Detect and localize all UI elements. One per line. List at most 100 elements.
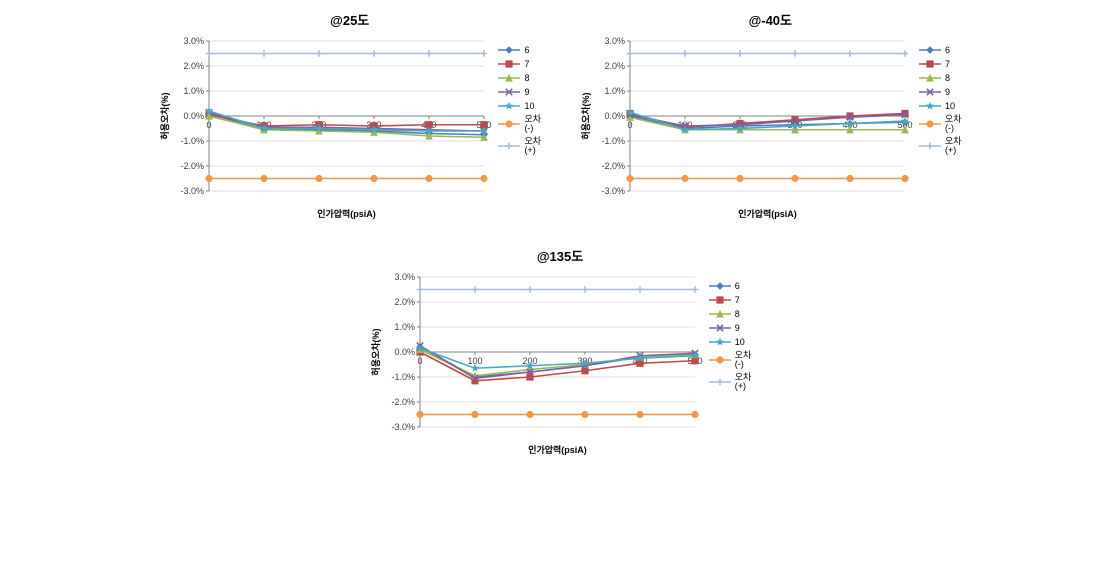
legend-marker-s7 [498, 59, 520, 69]
legend-item-errP: 오차(+) [919, 137, 962, 155]
y-axis-label: 허용오차(%) [159, 92, 170, 139]
legend-marker-s9 [919, 87, 941, 97]
legend-marker-s10 [498, 101, 520, 111]
legend-label-errN: 오차(-) [945, 115, 962, 133]
legend-item-s8: 8 [709, 309, 752, 319]
legend-item-s10: 10 [709, 337, 752, 347]
legend-label-s8: 8 [524, 74, 529, 83]
legend-item-errP: 오차(+) [498, 137, 541, 155]
svg-text:3.0%: 3.0% [604, 36, 625, 46]
legend-marker-s10 [919, 101, 941, 111]
plot-container-25: -3.0%-2.0%-1.0%0.0%1.0%2.0%3.0%010020030… [154, 31, 494, 226]
legend-marker-errN [919, 119, 941, 129]
legend-25: 6 7 8 9 10 오차(-) 오차(+) [494, 41, 545, 159]
chart-135: @135도 -3.0%-2.0%-1.0%0.0%1.0%2.0%3.0%010… [365, 246, 756, 462]
svg-text:1.0%: 1.0% [604, 86, 625, 96]
legend-label-s6: 6 [735, 282, 740, 291]
legend-label-s7: 7 [945, 60, 950, 69]
svg-text:-3.0%: -3.0% [181, 186, 205, 196]
y-axis-label: 허용오차(%) [580, 92, 591, 139]
svg-text:-1.0%: -1.0% [181, 136, 205, 146]
legend-marker-s7 [919, 59, 941, 69]
legend-135: 6 7 8 9 10 오차(-) 오차(+) [705, 277, 756, 395]
legend-item-s9: 9 [498, 87, 541, 97]
legend-label-errP: 오차(+) [945, 137, 962, 155]
chart-title-40: @-40도 [749, 10, 792, 29]
legend-item-errP: 오차(+) [709, 373, 752, 391]
legend-item-s9: 9 [709, 323, 752, 333]
legend-label-s9: 9 [524, 88, 529, 97]
legend-40: 6 7 8 9 10 오차(-) 오차(+) [915, 41, 966, 159]
svg-text:0: 0 [627, 120, 632, 130]
legend-marker-s8 [709, 309, 731, 319]
legend-label-s9: 9 [735, 324, 740, 333]
legend-marker-errN [498, 119, 520, 129]
chart-25: @25도 -3.0%-2.0%-1.0%0.0%1.0%2.0%3.0%0100… [154, 10, 545, 226]
svg-text:-3.0%: -3.0% [391, 422, 415, 432]
svg-text:2.0%: 2.0% [604, 61, 625, 71]
legend-item-errN: 오차(-) [498, 115, 541, 133]
svg-text:1.0%: 1.0% [394, 322, 415, 332]
legend-marker-s7 [709, 295, 731, 305]
legend-marker-s8 [919, 73, 941, 83]
svg-text:-1.0%: -1.0% [391, 372, 415, 382]
chart-40: @-40도 -3.0%-2.0%-1.0%0.0%1.0%2.0%3.0%010… [575, 10, 966, 226]
legend-marker-errP [919, 141, 941, 151]
legend-marker-s6 [498, 45, 520, 55]
svg-text:0.0%: 0.0% [394, 347, 415, 357]
chart-title-135: @135도 [537, 246, 583, 265]
x-axis-label: 인가압력(psiA) [318, 208, 377, 219]
legend-label-s8: 8 [945, 74, 950, 83]
svg-text:-3.0%: -3.0% [601, 186, 625, 196]
svg-text:0: 0 [417, 356, 422, 366]
legend-label-errP: 오차(+) [524, 137, 541, 155]
legend-item-s10: 10 [498, 101, 541, 111]
y-axis-label: 허용오차(%) [370, 328, 381, 375]
chart-body-135: -3.0%-2.0%-1.0%0.0%1.0%2.0%3.0%010020030… [365, 267, 756, 462]
legend-marker-s9 [498, 87, 520, 97]
svg-text:-1.0%: -1.0% [601, 136, 625, 146]
svg-text:-2.0%: -2.0% [181, 161, 205, 171]
x-axis-label: 인가압력(psiA) [738, 208, 797, 219]
legend-label-s10: 10 [735, 338, 745, 347]
plot-container-135: -3.0%-2.0%-1.0%0.0%1.0%2.0%3.0%010020030… [365, 267, 705, 462]
legend-label-s6: 6 [945, 46, 950, 55]
chart-body-25: -3.0%-2.0%-1.0%0.0%1.0%2.0%3.0%010020030… [154, 31, 545, 226]
legend-marker-s6 [919, 45, 941, 55]
legend-label-errN: 오차(-) [524, 115, 541, 133]
legend-label-s9: 9 [945, 88, 950, 97]
legend-label-s10: 10 [945, 102, 955, 111]
svg-text:-2.0%: -2.0% [391, 397, 415, 407]
svg-text:1.0%: 1.0% [184, 86, 205, 96]
top-row: @25도 -3.0%-2.0%-1.0%0.0%1.0%2.0%3.0%0100… [10, 10, 1110, 226]
legend-marker-s10 [709, 337, 731, 347]
legend-marker-errP [498, 141, 520, 151]
svg-text:-2.0%: -2.0% [601, 161, 625, 171]
plot-container-40: -3.0%-2.0%-1.0%0.0%1.0%2.0%3.0%010020030… [575, 31, 915, 226]
legend-item-s6: 6 [498, 45, 541, 55]
svg-text:3.0%: 3.0% [184, 36, 205, 46]
legend-item-s9: 9 [919, 87, 962, 97]
legend-label-s8: 8 [735, 310, 740, 319]
legend-item-s7: 7 [498, 59, 541, 69]
legend-label-s10: 10 [524, 102, 534, 111]
x-axis-label: 인가압력(psiA) [528, 444, 587, 455]
chart-svg: -3.0%-2.0%-1.0%0.0%1.0%2.0%3.0%010020030… [575, 31, 915, 221]
legend-item-s8: 8 [498, 73, 541, 83]
legend-item-s6: 6 [709, 281, 752, 291]
legend-label-s7: 7 [524, 60, 529, 69]
legend-label-s6: 6 [524, 46, 529, 55]
legend-item-errN: 오차(-) [919, 115, 962, 133]
legend-marker-s6 [709, 281, 731, 291]
legend-item-s10: 10 [919, 101, 962, 111]
chart-body-40: -3.0%-2.0%-1.0%0.0%1.0%2.0%3.0%010020030… [575, 31, 966, 226]
legend-item-s8: 8 [919, 73, 962, 83]
legend-marker-errN [709, 355, 731, 365]
legend-label-errN: 오차(-) [735, 351, 752, 369]
legend-item-s7: 7 [919, 59, 962, 69]
chart-title-25: @25도 [330, 10, 369, 29]
legend-marker-s8 [498, 73, 520, 83]
svg-text:0: 0 [207, 120, 212, 130]
chart-svg: -3.0%-2.0%-1.0%0.0%1.0%2.0%3.0%010020030… [154, 31, 494, 221]
legend-item-s7: 7 [709, 295, 752, 305]
